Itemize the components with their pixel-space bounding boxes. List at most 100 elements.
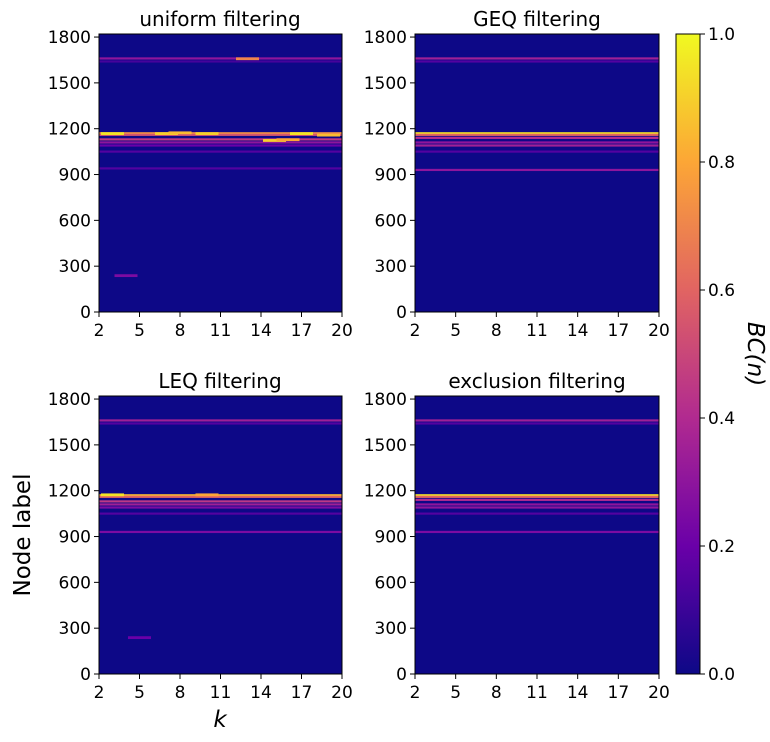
y-tick-label: 1500 — [364, 436, 407, 456]
heatmap-cell — [262, 139, 287, 142]
y-tick-label: 900 — [375, 166, 407, 186]
heatmap-band — [99, 506, 342, 509]
y-axis-ticks: 0 300 600 900 1200 1500 1800 — [48, 28, 99, 323]
heatmap-band — [99, 60, 342, 63]
y-tick-label: 0 — [80, 665, 91, 685]
panel-leq-filtering: LEQ filtering 2 5 8 11 14 17 20 0 300 600 900 1200… — [48, 369, 353, 703]
heatmap-cell — [100, 493, 125, 497]
x-tick-label: 20 — [331, 683, 353, 703]
x-tick-label: 20 — [648, 683, 670, 703]
colorbar-tick-label: 0.2 — [708, 537, 735, 557]
heatmap-band — [415, 132, 659, 135]
x-axis-ticks: 2 5 8 11 14 17 20 — [410, 674, 670, 703]
heatmap-band — [99, 138, 342, 141]
heatmap-band — [99, 530, 342, 534]
heatmap-band — [99, 419, 342, 422]
heatmap-band — [415, 512, 659, 515]
panel-title: exclusion filtering — [448, 369, 625, 393]
y-tick-label: 1800 — [364, 28, 407, 48]
y-tick-label: 600 — [59, 211, 91, 231]
heatmap-cell — [289, 132, 314, 135]
heatmap-band — [415, 498, 659, 501]
panel-geq-filtering: GEQ filtering 2 5 8 11 14 17 20 0 300 600 900 1200… — [364, 7, 670, 341]
panel-title: GEQ filtering — [473, 7, 601, 31]
heatmap-cell — [195, 493, 219, 497]
colorbar-tick-label: 0.8 — [708, 153, 735, 173]
heatmap-cell — [100, 132, 125, 135]
x-tick-label: 14 — [567, 683, 589, 703]
y-tick-label: 1200 — [364, 120, 407, 140]
colorbar-tick-label: 0.4 — [708, 409, 735, 429]
panel-title: uniform filtering — [139, 7, 300, 31]
heatmap-band — [99, 422, 342, 425]
x-tick-label: 8 — [175, 683, 186, 703]
x-tick-label: 11 — [526, 321, 548, 341]
heatmap-band — [415, 495, 659, 498]
y-tick-label: 900 — [59, 166, 91, 186]
y-tick-label: 300 — [59, 257, 91, 277]
heatmap-band — [99, 512, 342, 515]
heatmap-band — [415, 141, 659, 144]
heatmap-cell — [235, 57, 260, 61]
heatmap-band — [415, 422, 659, 425]
panel-uniform-filtering: uniform filtering 2 5 8 11 14 17 20 0 300 600 900… — [48, 7, 353, 341]
x-tick-label: 2 — [94, 321, 105, 341]
colorbar-tick-label: 1.0 — [708, 25, 735, 45]
heatmap-band — [415, 133, 659, 136]
x-tick-label: 8 — [491, 321, 502, 341]
y-tick-label: 900 — [375, 528, 407, 548]
y-tick-label: 0 — [396, 303, 407, 323]
x-tick-label: 11 — [210, 683, 232, 703]
x-axis-ticks: 2 5 8 11 14 17 20 — [94, 674, 353, 703]
heatmap-band — [99, 57, 342, 60]
heatmap-cell — [114, 274, 138, 278]
heatmap-background — [99, 396, 342, 674]
y-tick-label: 0 — [396, 665, 407, 685]
y-tick-label: 1800 — [48, 28, 91, 48]
heatmap-band — [415, 506, 659, 509]
panel-exclusion-filtering: exclusion filtering 2 5 8 11 14 17 20 0 300 600 9… — [364, 369, 670, 703]
y-axis-ticks: 0 300 600 900 1200 1500 1800 — [48, 390, 99, 685]
y-tick-label: 600 — [375, 211, 407, 231]
heatmap-cell — [195, 132, 219, 135]
x-tick-label: 20 — [331, 321, 353, 341]
heatmap-band — [99, 503, 342, 506]
x-tick-label: 2 — [410, 683, 421, 703]
x-tick-label: 8 — [175, 321, 186, 341]
x-tick-label: 17 — [608, 683, 630, 703]
x-axis-label: k — [213, 707, 228, 733]
y-tick-label: 600 — [59, 573, 91, 593]
y-tick-label: 900 — [59, 528, 91, 548]
colorbar-gradient — [675, 33, 701, 675]
x-tick-label: 5 — [134, 321, 145, 341]
y-axis-ticks: 0 300 600 900 1200 1500 1800 — [364, 390, 415, 685]
colorbar-label: BC(n) — [742, 322, 768, 386]
heatmap-band — [415, 494, 659, 497]
heatmap-cell — [276, 138, 300, 142]
y-tick-label: 1500 — [48, 436, 91, 456]
y-tick-label: 600 — [375, 573, 407, 593]
heatmap-background — [415, 34, 659, 312]
y-axis-ticks: 0 300 600 900 1200 1500 1800 — [364, 28, 415, 323]
y-tick-label: 1500 — [364, 74, 407, 94]
heatmap-band — [415, 530, 659, 534]
y-tick-label: 1500 — [48, 74, 91, 94]
heatmap-band — [99, 167, 342, 170]
heatmap-band — [99, 141, 342, 144]
y-tick-label: 0 — [80, 303, 91, 323]
heatmap-cell — [168, 131, 192, 135]
heatmap-band — [99, 132, 342, 135]
x-tick-label: 5 — [450, 683, 461, 703]
panel-title: LEQ filtering — [158, 369, 281, 393]
y-tick-label: 300 — [375, 257, 407, 277]
y-tick-label: 300 — [59, 619, 91, 639]
heatmap-band — [415, 503, 659, 506]
heatmap-background — [99, 34, 342, 312]
heatmap-plot — [98, 395, 343, 675]
heatmap-band — [99, 500, 342, 503]
heatmap-band — [415, 60, 659, 63]
heatmap-band — [99, 144, 342, 147]
y-tick-label: 1800 — [48, 390, 91, 410]
heatmap-plot — [98, 33, 343, 313]
